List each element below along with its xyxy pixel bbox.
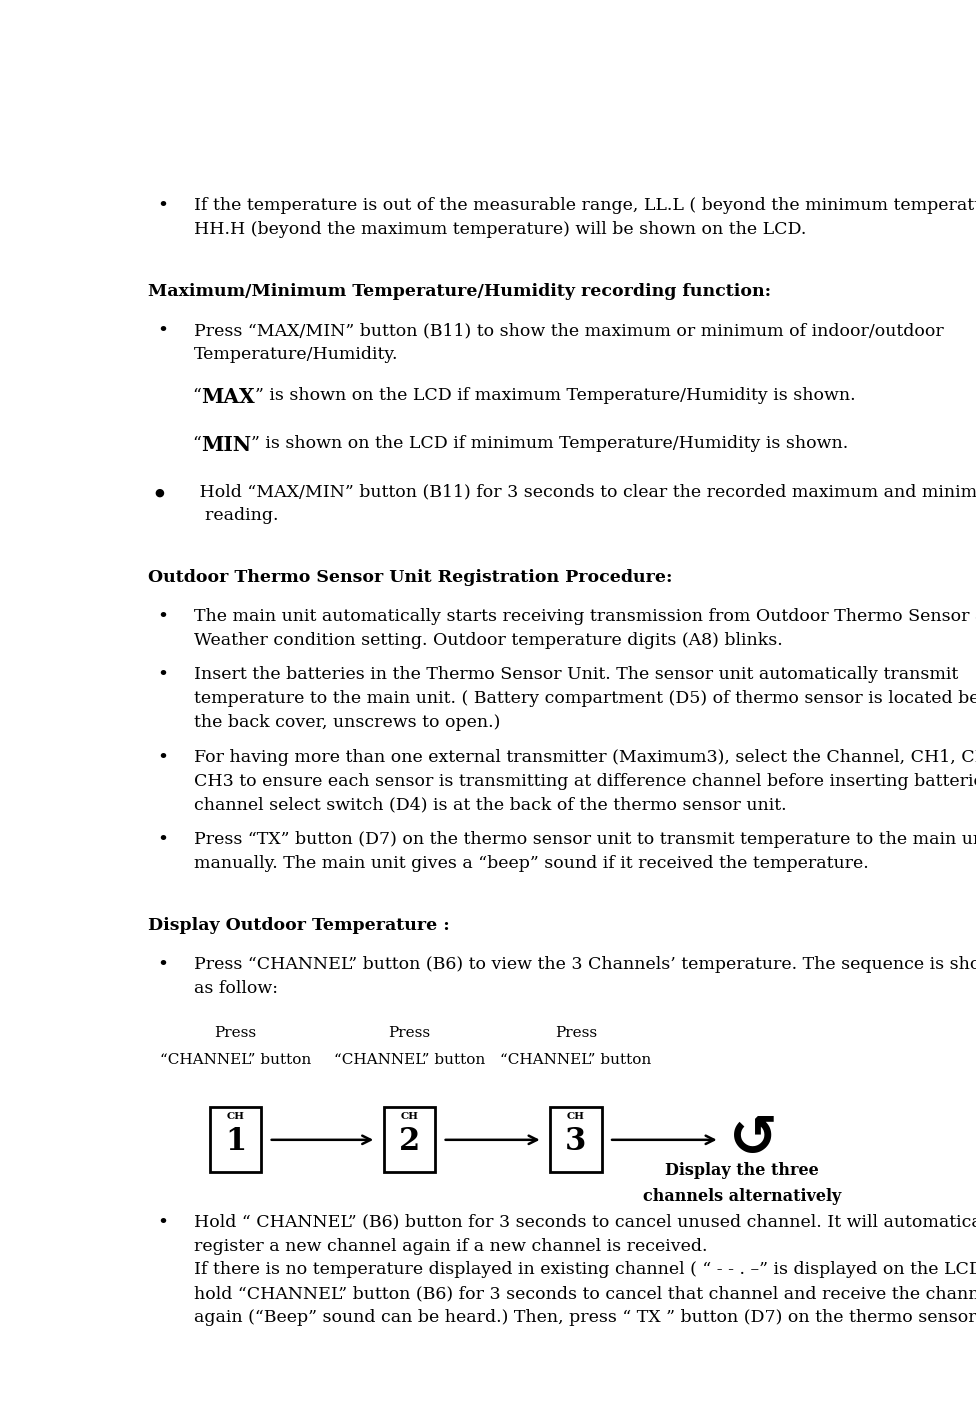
Text: Display the three: Display the three (666, 1162, 819, 1179)
Text: Press “CHANNEL” button (B6) to view the 3 Channels’ temperature. The sequence is: Press “CHANNEL” button (B6) to view the … (194, 956, 976, 973)
Text: ●: ● (154, 488, 164, 498)
FancyBboxPatch shape (210, 1107, 262, 1172)
Text: •: • (157, 667, 169, 684)
Text: Insert the batteries in the Thermo Sensor Unit. The sensor unit automatically tr: Insert the batteries in the Thermo Senso… (194, 667, 958, 684)
Text: •: • (157, 749, 169, 767)
Text: channels alternatively: channels alternatively (643, 1187, 841, 1204)
Text: •: • (157, 608, 169, 626)
Text: Maximum/Minimum Temperature/Humidity recording function:: Maximum/Minimum Temperature/Humidity rec… (148, 283, 772, 300)
Text: For having more than one external transmitter (Maximum3), select the Channel, CH: For having more than one external transm… (194, 749, 976, 766)
Text: HH.H (beyond the maximum temperature) will be shown on the LCD.: HH.H (beyond the maximum temperature) wi… (194, 221, 806, 238)
Text: 1: 1 (224, 1125, 246, 1156)
Text: •: • (157, 832, 169, 849)
Text: “: “ (192, 388, 201, 405)
FancyBboxPatch shape (550, 1107, 601, 1172)
Text: Display Outdoor Temperature :: Display Outdoor Temperature : (148, 918, 450, 935)
Text: MAX: MAX (201, 388, 255, 407)
Text: reading.: reading. (194, 506, 278, 525)
Text: Hold “ CHANNEL” (B6) button for 3 seconds to cancel unused channel. It will auto: Hold “ CHANNEL” (B6) button for 3 second… (194, 1214, 976, 1231)
Text: “: “ (192, 436, 201, 453)
Text: CH3 to ensure each sensor is transmitting at difference channel before inserting: CH3 to ensure each sensor is transmittin… (194, 773, 976, 790)
Text: 3: 3 (565, 1125, 587, 1156)
Text: Hold “MAX/MIN” button (B11) for 3 seconds to clear the recorded maximum and mini: Hold “MAX/MIN” button (B11) for 3 second… (194, 484, 976, 501)
Text: CH: CH (400, 1111, 419, 1121)
Text: ” is shown on the LCD if maximum Temperature/Humidity is shown.: ” is shown on the LCD if maximum Tempera… (255, 388, 856, 405)
Text: register a new channel again if a new channel is received.: register a new channel again if a new ch… (194, 1238, 708, 1255)
Text: channel select switch (D4) is at the back of the thermo sensor unit.: channel select switch (D4) is at the bac… (194, 797, 787, 814)
Text: ” is shown on the LCD if minimum Temperature/Humidity is shown.: ” is shown on the LCD if minimum Tempera… (252, 436, 848, 453)
Text: If there is no temperature displayed in existing channel ( “ - - . –” is display: If there is no temperature displayed in … (194, 1262, 976, 1279)
Text: •: • (157, 197, 169, 216)
Text: •: • (157, 323, 169, 340)
Text: CH: CH (226, 1111, 244, 1121)
Text: as follow:: as follow: (194, 980, 278, 997)
Text: MIN: MIN (201, 436, 252, 455)
Text: “CHANNEL” button: “CHANNEL” button (334, 1053, 485, 1067)
FancyBboxPatch shape (384, 1107, 435, 1172)
Text: 2: 2 (399, 1125, 420, 1156)
Text: Temperature/Humidity.: Temperature/Humidity. (194, 347, 398, 364)
Text: temperature to the main unit. ( Battery compartment (D5) of thermo sensor is loc: temperature to the main unit. ( Battery … (194, 691, 976, 708)
Text: Outdoor Thermo Sensor Unit Registration Procedure:: Outdoor Thermo Sensor Unit Registration … (148, 568, 673, 585)
Text: Weather condition setting. Outdoor temperature digits (A8) blinks.: Weather condition setting. Outdoor tempe… (194, 632, 783, 649)
Text: Press: Press (388, 1026, 430, 1039)
Text: The main unit automatically starts receiving transmission from Outdoor Thermo Se: The main unit automatically starts recei… (194, 608, 976, 625)
Text: Press: Press (554, 1026, 597, 1039)
Text: ↺: ↺ (729, 1111, 778, 1169)
Text: “CHANNEL” button: “CHANNEL” button (501, 1053, 651, 1067)
Text: Press “MAX/MIN” button (B11) to show the maximum or minimum of indoor/outdoor: Press “MAX/MIN” button (B11) to show the… (194, 323, 944, 340)
Text: the back cover, unscrews to open.): the back cover, unscrews to open.) (194, 715, 501, 732)
Text: CH: CH (567, 1111, 585, 1121)
Text: Press: Press (215, 1026, 257, 1039)
Text: •: • (157, 956, 169, 974)
Text: “CHANNEL” button: “CHANNEL” button (160, 1053, 311, 1067)
Text: again (“Beep” sound can be heard.) Then, press “ TX ” button (D7) on the thermo : again (“Beep” sound can be heard.) Then,… (194, 1310, 976, 1327)
Text: manually. The main unit gives a “beep” sound if it received the temperature.: manually. The main unit gives a “beep” s… (194, 856, 869, 873)
Text: Press “TX” button (D7) on the thermo sensor unit to transmit temperature to the : Press “TX” button (D7) on the thermo sen… (194, 832, 976, 849)
Text: hold “CHANNEL” button (B6) for 3 seconds to cancel that channel and receive the : hold “CHANNEL” button (B6) for 3 seconds… (194, 1286, 976, 1303)
Text: If the temperature is out of the measurable range, LL.L ( beyond the minimum tem: If the temperature is out of the measura… (194, 197, 976, 214)
Text: •: • (157, 1214, 169, 1232)
